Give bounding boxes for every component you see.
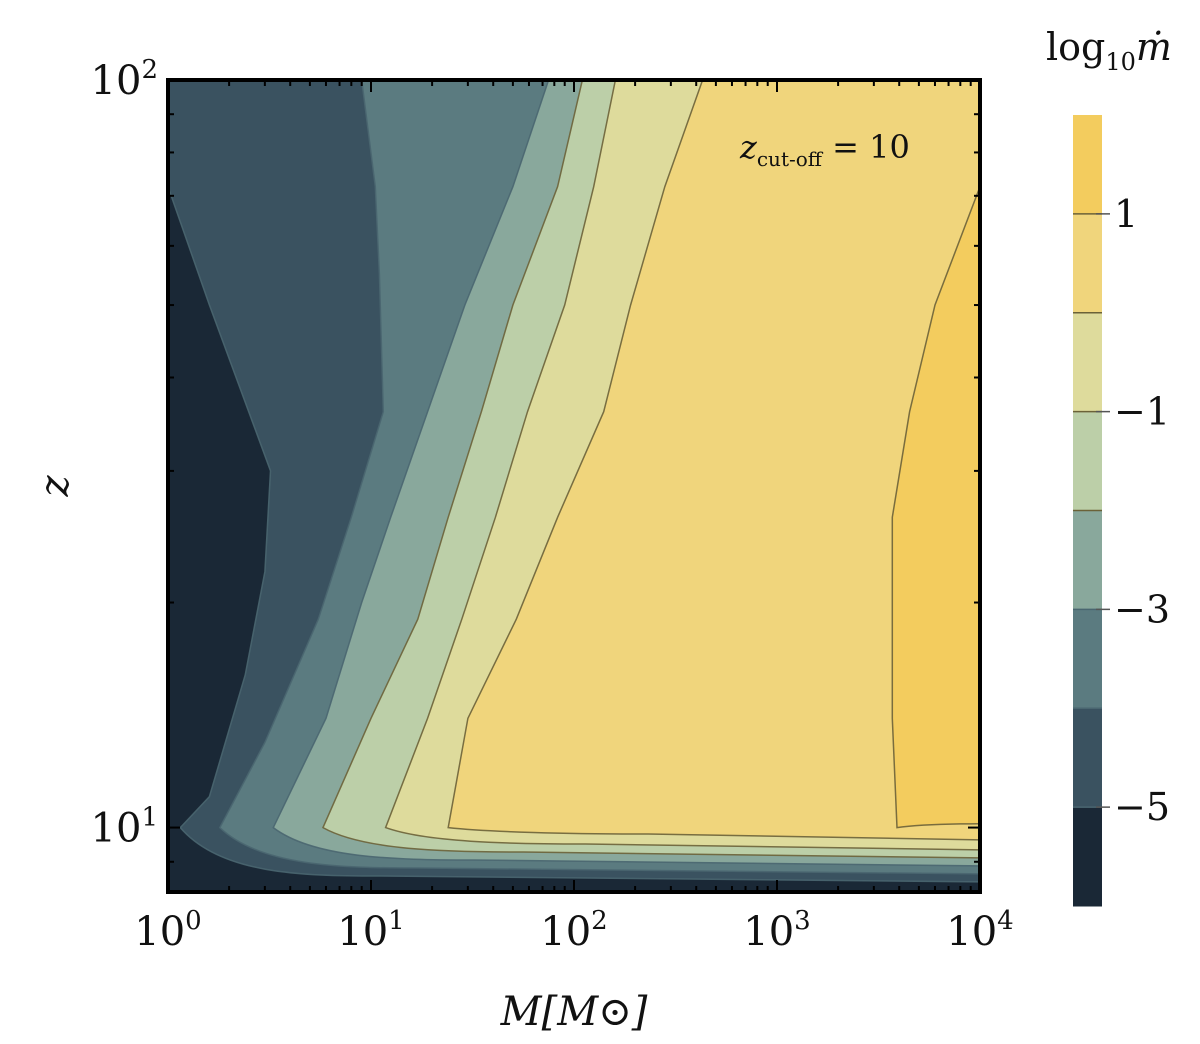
colorbar-band bbox=[1073, 411, 1102, 511]
tick-label: 102 bbox=[91, 55, 158, 104]
colorbar-tick-label: −1 bbox=[1114, 390, 1170, 434]
colorbar-tick-label: 1 bbox=[1114, 192, 1138, 236]
y-axis-label: z bbox=[32, 475, 78, 498]
contour-line bbox=[322, 80, 980, 859]
tick-label: 100 bbox=[134, 906, 201, 955]
axis-ticks bbox=[167, 79, 980, 892]
contour-band bbox=[448, 80, 980, 840]
contour-lines bbox=[168, 80, 980, 883]
plot-area bbox=[168, 80, 980, 892]
colorbar-band bbox=[1073, 807, 1102, 907]
colorbar-band bbox=[1073, 312, 1102, 413]
contour-line bbox=[384, 80, 980, 851]
tick-labels: 100 101 102 103 104 101 102 bbox=[91, 55, 1014, 955]
contour-line bbox=[218, 80, 980, 875]
tick-label: 102 bbox=[540, 906, 607, 955]
colorbar-band bbox=[1073, 510, 1102, 610]
colorbar: 1 −1 −3 −5 bbox=[1073, 115, 1170, 907]
colorbar-band bbox=[1073, 708, 1102, 808]
contour-fills bbox=[168, 80, 980, 882]
x-axis-label: M[M⊙] bbox=[500, 989, 648, 1035]
contour-line bbox=[272, 80, 980, 867]
contour-line bbox=[891, 186, 980, 829]
colorbar-band bbox=[1073, 213, 1102, 314]
tick-label: 103 bbox=[743, 906, 810, 955]
colorbar-tick-label: −3 bbox=[1114, 587, 1170, 631]
tick-label: 101 bbox=[337, 906, 404, 955]
colorbar-tick-label: −5 bbox=[1114, 785, 1170, 829]
contour-band bbox=[892, 186, 980, 828]
tick-label: 101 bbox=[91, 803, 158, 852]
tick-label: 104 bbox=[946, 906, 1013, 955]
colorbar-band bbox=[1073, 609, 1102, 709]
colorbar-band bbox=[1073, 115, 1102, 215]
cutoff-annotation: zcut-off = 10 bbox=[739, 128, 910, 171]
contour-line bbox=[447, 80, 980, 841]
colorbar-title: log10ṁ bbox=[1046, 25, 1172, 76]
contour-line bbox=[168, 186, 980, 883]
